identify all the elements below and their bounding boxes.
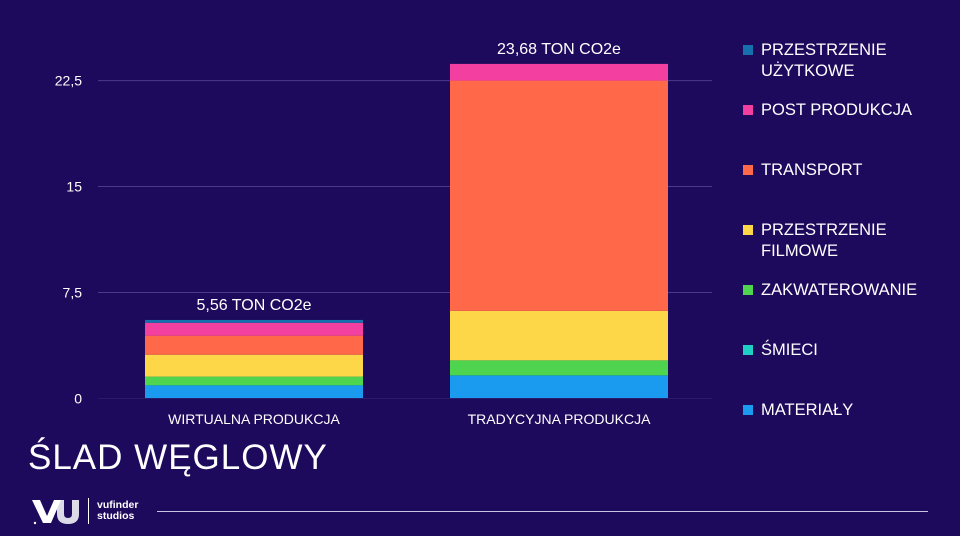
bar-segment-zakwaterowanie <box>145 376 363 386</box>
legend-label: PRZESTRZENIE FILMOWE <box>761 221 887 260</box>
x-category-label: TRADYCYJNA PRODUKCJA <box>468 411 651 427</box>
y-tick-label: 0 <box>74 391 82 407</box>
stacked-bar-chart: 0 7,5 15 22,5 5,56 TON CO2e WIRTUALNA PRODUKC… <box>55 41 712 427</box>
y-tick-label: 15 <box>66 179 82 195</box>
y-tick-label: 22,5 <box>55 73 82 89</box>
legend-item: ZAKWATEROWANIE <box>743 280 951 301</box>
legend-swatch <box>743 345 753 355</box>
legend-label: POST PRODUKCJA <box>761 101 912 119</box>
logo-text-line1: vufinder <box>97 499 139 511</box>
bar-segment-post-produkcja <box>450 63 668 81</box>
legend-item: PRZESTRZENIE FILMOWE <box>743 220 951 262</box>
bar-total-label: 23,68 TON CO2e <box>497 41 621 58</box>
bar-segment-materia-y <box>450 375 668 399</box>
page-title: ŚLAD WĘGLOWY <box>28 438 328 477</box>
legend-label: ZAKWATEROWANIE <box>761 281 918 299</box>
legend-item: TRANSPORT <box>743 160 951 181</box>
bar-segment-przestrzenie-u-ytkowe <box>145 319 363 323</box>
bar-segment-transport <box>145 335 363 355</box>
legend-item: POST PRODUKCJA <box>743 100 951 121</box>
bar-segment-transport <box>450 80 668 311</box>
vu-logo-icon <box>32 500 79 525</box>
logo-text-line2: studios <box>97 510 135 522</box>
legend-item: ŚMIECI <box>743 340 951 361</box>
footer-divider <box>157 511 928 512</box>
legend-label: ŚMIECI <box>761 341 818 359</box>
bar-total-label: 5,56 TON CO2e <box>196 297 311 314</box>
legend-swatch <box>743 45 753 55</box>
logo-wordmark: vufinder studios <box>97 500 138 522</box>
x-category-label: WIRTUALNA PRODUKCJA <box>168 411 340 427</box>
legend-item: MATERIAŁY <box>743 400 951 421</box>
bar-segment--mieci <box>450 375 668 376</box>
y-tick-label: 7,5 <box>63 285 83 301</box>
legend-label: MATERIAŁY <box>761 401 854 419</box>
legend-item: PRZESTRZENIE UŻYTKOWE <box>743 40 951 82</box>
bar-segment-materia-y <box>145 385 363 399</box>
bar-segment-zakwaterowanie <box>450 360 668 376</box>
bar-segment-przestrzenie-filmowe <box>450 310 668 361</box>
legend-swatch <box>743 165 753 175</box>
bar-segment-post-produkcja <box>145 322 363 336</box>
logo-separator <box>88 498 89 524</box>
legend-swatch <box>743 285 753 295</box>
legend-label: TRANSPORT <box>761 161 863 179</box>
legend-swatch <box>743 405 753 415</box>
bar-segment-przestrzenie-filmowe <box>145 354 363 377</box>
legend-swatch <box>743 225 753 235</box>
legend-label: PRZESTRZENIE UŻYTKOWE <box>761 41 887 80</box>
vufinder-logo: vufinder studios <box>30 496 138 526</box>
legend-swatch <box>743 105 753 115</box>
bar-segment--mieci <box>145 385 363 386</box>
